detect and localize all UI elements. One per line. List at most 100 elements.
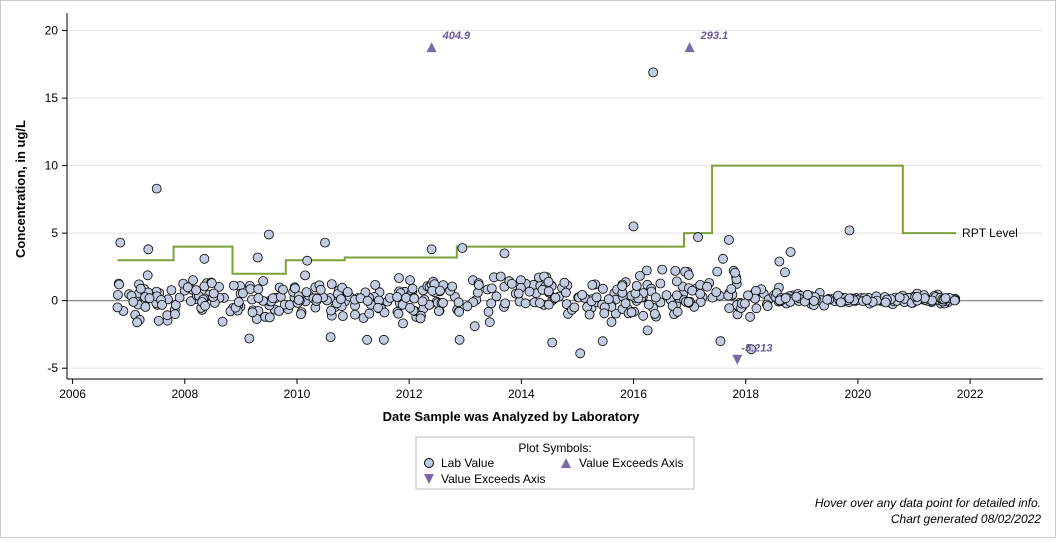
lab-value-point[interactable] [293, 295, 304, 305]
lab-value-point[interactable] [683, 270, 694, 280]
lab-value-point[interactable] [433, 306, 444, 317]
lab-value-point[interactable] [135, 283, 146, 294]
lab-value-point[interactable] [394, 273, 404, 283]
lab-value-point[interactable] [949, 295, 960, 306]
lab-value-point[interactable] [610, 308, 621, 319]
lab-value-point[interactable] [643, 299, 654, 310]
lab-value-point[interactable] [762, 301, 773, 312]
lab-value-point[interactable] [591, 292, 602, 303]
lab-value-point[interactable] [337, 311, 348, 322]
lab-value-point[interactable] [144, 293, 155, 304]
lab-value-point[interactable] [114, 279, 124, 290]
lab-value-point[interactable] [208, 288, 219, 299]
lab-value-point[interactable] [561, 287, 571, 298]
lab-value-point[interactable] [543, 299, 554, 310]
lab-value-point[interactable] [113, 289, 123, 300]
lab-value-point[interactable] [577, 289, 588, 300]
lab-value-point[interactable] [274, 306, 284, 316]
lab-value-point[interactable] [453, 297, 464, 308]
lab-value-point[interactable] [151, 183, 162, 194]
lab-value-point[interactable] [603, 294, 614, 305]
lab-value-point[interactable] [626, 307, 637, 318]
lab-value-point[interactable] [325, 332, 336, 343]
lab-value-point[interactable] [393, 308, 404, 319]
lab-value-point[interactable] [597, 336, 608, 347]
lab-value-point[interactable] [599, 308, 610, 319]
lab-value-point[interactable] [417, 296, 428, 307]
lab-value-point[interactable] [724, 234, 734, 245]
lab-value-point[interactable] [486, 283, 497, 294]
lab-value-point[interactable] [233, 297, 244, 307]
lab-value-point[interactable] [244, 333, 255, 344]
lab-value-point[interactable] [166, 285, 177, 296]
lab-value-point[interactable] [499, 248, 510, 259]
lab-value-point[interactable] [500, 298, 511, 309]
exceeds-axis-down-marker[interactable] [732, 354, 743, 365]
lab-value-point[interactable] [569, 302, 580, 313]
lab-value-point[interactable] [726, 284, 737, 294]
lab-value-point[interactable] [300, 270, 311, 281]
lab-value-point[interactable] [174, 292, 185, 303]
lab-value-point[interactable] [520, 298, 531, 309]
lab-value-point[interactable] [638, 310, 649, 321]
lab-value-point[interactable] [206, 278, 217, 289]
lab-value-point[interactable] [170, 309, 180, 320]
lab-value-point[interactable] [379, 307, 390, 318]
points-layer[interactable] [112, 67, 961, 359]
lab-value-point[interactable] [237, 288, 248, 299]
lab-value-point[interactable] [745, 311, 755, 322]
lab-value-point[interactable] [484, 317, 495, 328]
lab-value-point[interactable] [258, 276, 269, 286]
lab-value-point[interactable] [495, 271, 506, 282]
lab-value-point[interactable] [844, 293, 855, 304]
lab-value-point[interactable] [822, 294, 833, 305]
lab-value-point[interactable] [140, 301, 151, 312]
lab-value-point[interactable] [267, 293, 278, 304]
lab-value-point[interactable] [711, 287, 722, 298]
lab-value-point[interactable] [575, 348, 586, 359]
lab-value-point[interactable] [405, 302, 415, 313]
lab-value-point[interactable] [617, 281, 628, 292]
lab-value-point[interactable] [774, 256, 785, 267]
lab-value-point[interactable] [435, 285, 445, 296]
lab-value-point[interactable] [392, 292, 403, 302]
lab-value-point[interactable] [718, 253, 728, 264]
lab-value-point[interactable] [199, 253, 210, 264]
lab-value-point[interactable] [535, 298, 545, 308]
lab-value-point[interactable] [780, 293, 791, 304]
lab-value-point[interactable] [115, 237, 126, 248]
lab-value-point[interactable] [295, 309, 306, 320]
lab-value-point[interactable] [457, 243, 468, 253]
lab-value-point[interactable] [683, 297, 694, 307]
lab-value-point[interactable] [940, 293, 951, 304]
lab-value-point[interactable] [486, 298, 497, 309]
lab-value-point[interactable] [670, 265, 681, 276]
lab-value-point[interactable] [342, 287, 353, 297]
lab-value-point[interactable] [724, 303, 735, 314]
lab-value-point[interactable] [547, 337, 558, 348]
lab-value-point[interactable] [247, 307, 258, 318]
lab-value-point[interactable] [290, 283, 300, 294]
lab-value-point[interactable] [661, 290, 672, 301]
lab-value-point[interactable] [672, 306, 683, 317]
exceeds-layer[interactable]: 404.9 293.1 -5.213 [426, 30, 773, 365]
lab-value-point[interactable] [188, 275, 198, 286]
lab-value-point[interactable] [473, 280, 484, 290]
lab-value-point[interactable] [312, 293, 323, 304]
lab-value-point[interactable] [264, 312, 275, 323]
lab-value-point[interactable] [628, 221, 639, 232]
lab-value-point[interactable] [315, 284, 326, 295]
lab-value-point[interactable] [326, 305, 336, 316]
lab-value-point[interactable] [469, 321, 480, 332]
lab-value-point[interactable] [671, 276, 682, 287]
lab-value-point[interactable] [301, 287, 312, 298]
lab-value-point[interactable] [253, 293, 264, 303]
lab-value-point[interactable] [405, 275, 415, 286]
lab-value-point[interactable] [191, 285, 202, 296]
lab-value-point[interactable] [350, 309, 360, 320]
lab-value-point[interactable] [326, 279, 337, 290]
lab-value-point[interactable] [454, 334, 465, 345]
lab-value-point[interactable] [462, 301, 473, 312]
lab-value-point[interactable] [228, 280, 239, 291]
lab-value-point[interactable] [861, 294, 872, 305]
